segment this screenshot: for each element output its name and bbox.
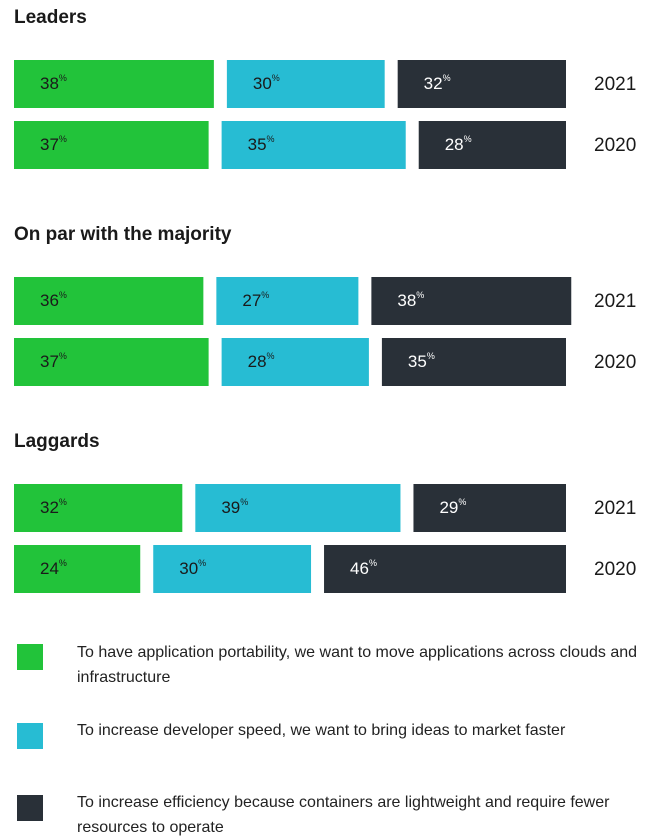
value-unit: % xyxy=(267,351,275,361)
bar-segment xyxy=(14,484,183,532)
value-label: 35% xyxy=(248,134,275,154)
bar-segment xyxy=(226,60,385,108)
bar-segment xyxy=(14,545,141,593)
year-label: 2020 xyxy=(594,352,636,373)
year-label: 2020 xyxy=(594,559,636,580)
value-number: 38 xyxy=(40,74,59,93)
value-unit: % xyxy=(59,290,67,300)
value-label: 32% xyxy=(424,73,451,93)
bar-segment xyxy=(14,60,214,108)
value-label: 28% xyxy=(445,134,472,154)
value-unit: % xyxy=(272,73,280,83)
value-unit: % xyxy=(198,558,206,568)
value-number: 37 xyxy=(40,135,59,154)
value-label: 27% xyxy=(242,290,269,310)
value-unit: % xyxy=(59,73,67,83)
value-label: 46% xyxy=(350,558,377,578)
value-number: 39 xyxy=(221,498,240,517)
value-number: 30 xyxy=(253,74,272,93)
year-label: 2021 xyxy=(594,74,636,95)
value-number: 36 xyxy=(40,291,59,310)
bar-segment xyxy=(216,277,359,325)
value-unit: % xyxy=(59,134,67,144)
bar-segment xyxy=(221,121,406,169)
bar-segment xyxy=(153,545,312,593)
value-unit: % xyxy=(464,134,472,144)
value-number: 28 xyxy=(445,135,464,154)
legend-label: To increase developer speed, we want to … xyxy=(77,722,566,739)
legend-swatch xyxy=(17,795,43,821)
value-unit: % xyxy=(369,558,377,568)
year-label: 2021 xyxy=(594,291,636,312)
value-number: 46 xyxy=(350,559,369,578)
value-label: 32% xyxy=(40,497,67,517)
value-label: 24% xyxy=(40,558,67,578)
value-label: 39% xyxy=(221,497,248,517)
value-unit: % xyxy=(261,290,269,300)
value-number: 24 xyxy=(40,559,59,578)
bar-segment xyxy=(221,338,369,386)
value-number: 37 xyxy=(40,352,59,371)
value-unit: % xyxy=(267,134,275,144)
value-label: 29% xyxy=(439,497,466,517)
value-label: 30% xyxy=(253,73,280,93)
bar-segment xyxy=(14,338,209,386)
value-label: 28% xyxy=(248,351,275,371)
value-number: 30 xyxy=(179,559,198,578)
value-unit: % xyxy=(416,290,424,300)
bar-segment xyxy=(14,277,204,325)
value-number: 38 xyxy=(397,291,416,310)
value-unit: % xyxy=(59,497,67,507)
legend-swatch xyxy=(17,644,43,670)
bar-segment xyxy=(397,60,566,108)
value-unit: % xyxy=(240,497,248,507)
value-label: 30% xyxy=(179,558,206,578)
value-number: 32 xyxy=(40,498,59,517)
legend-label: To have application portability, we want… xyxy=(77,644,638,686)
group-title: On par with the majority xyxy=(14,224,232,245)
value-label: 36% xyxy=(40,290,67,310)
year-label: 2020 xyxy=(594,135,636,156)
legend-swatch xyxy=(17,723,43,749)
bar-segment xyxy=(195,484,401,532)
value-number: 32 xyxy=(424,74,443,93)
value-label: 35% xyxy=(408,351,435,371)
year-label: 2021 xyxy=(594,498,636,519)
legend-label: To increase efficiency because container… xyxy=(77,794,610,836)
value-number: 35 xyxy=(408,352,427,371)
group-title: Laggards xyxy=(14,431,100,452)
bar-segment xyxy=(413,484,566,532)
value-number: 27 xyxy=(242,291,261,310)
value-unit: % xyxy=(458,497,466,507)
value-number: 29 xyxy=(439,498,458,517)
value-label: 37% xyxy=(40,351,67,371)
value-unit: % xyxy=(59,351,67,361)
value-number: 28 xyxy=(248,352,267,371)
value-unit: % xyxy=(59,558,67,568)
bar-segment xyxy=(324,545,566,593)
group-title: Leaders xyxy=(14,7,87,28)
value-label: 37% xyxy=(40,134,67,154)
value-unit: % xyxy=(443,73,451,83)
value-number: 35 xyxy=(248,135,267,154)
value-label: 38% xyxy=(40,73,67,93)
value-label: 38% xyxy=(397,290,424,310)
bar-segment xyxy=(14,121,209,169)
bar-segment xyxy=(371,277,572,325)
bar-segment xyxy=(381,338,566,386)
value-unit: % xyxy=(427,351,435,361)
bar-segment xyxy=(418,121,566,169)
